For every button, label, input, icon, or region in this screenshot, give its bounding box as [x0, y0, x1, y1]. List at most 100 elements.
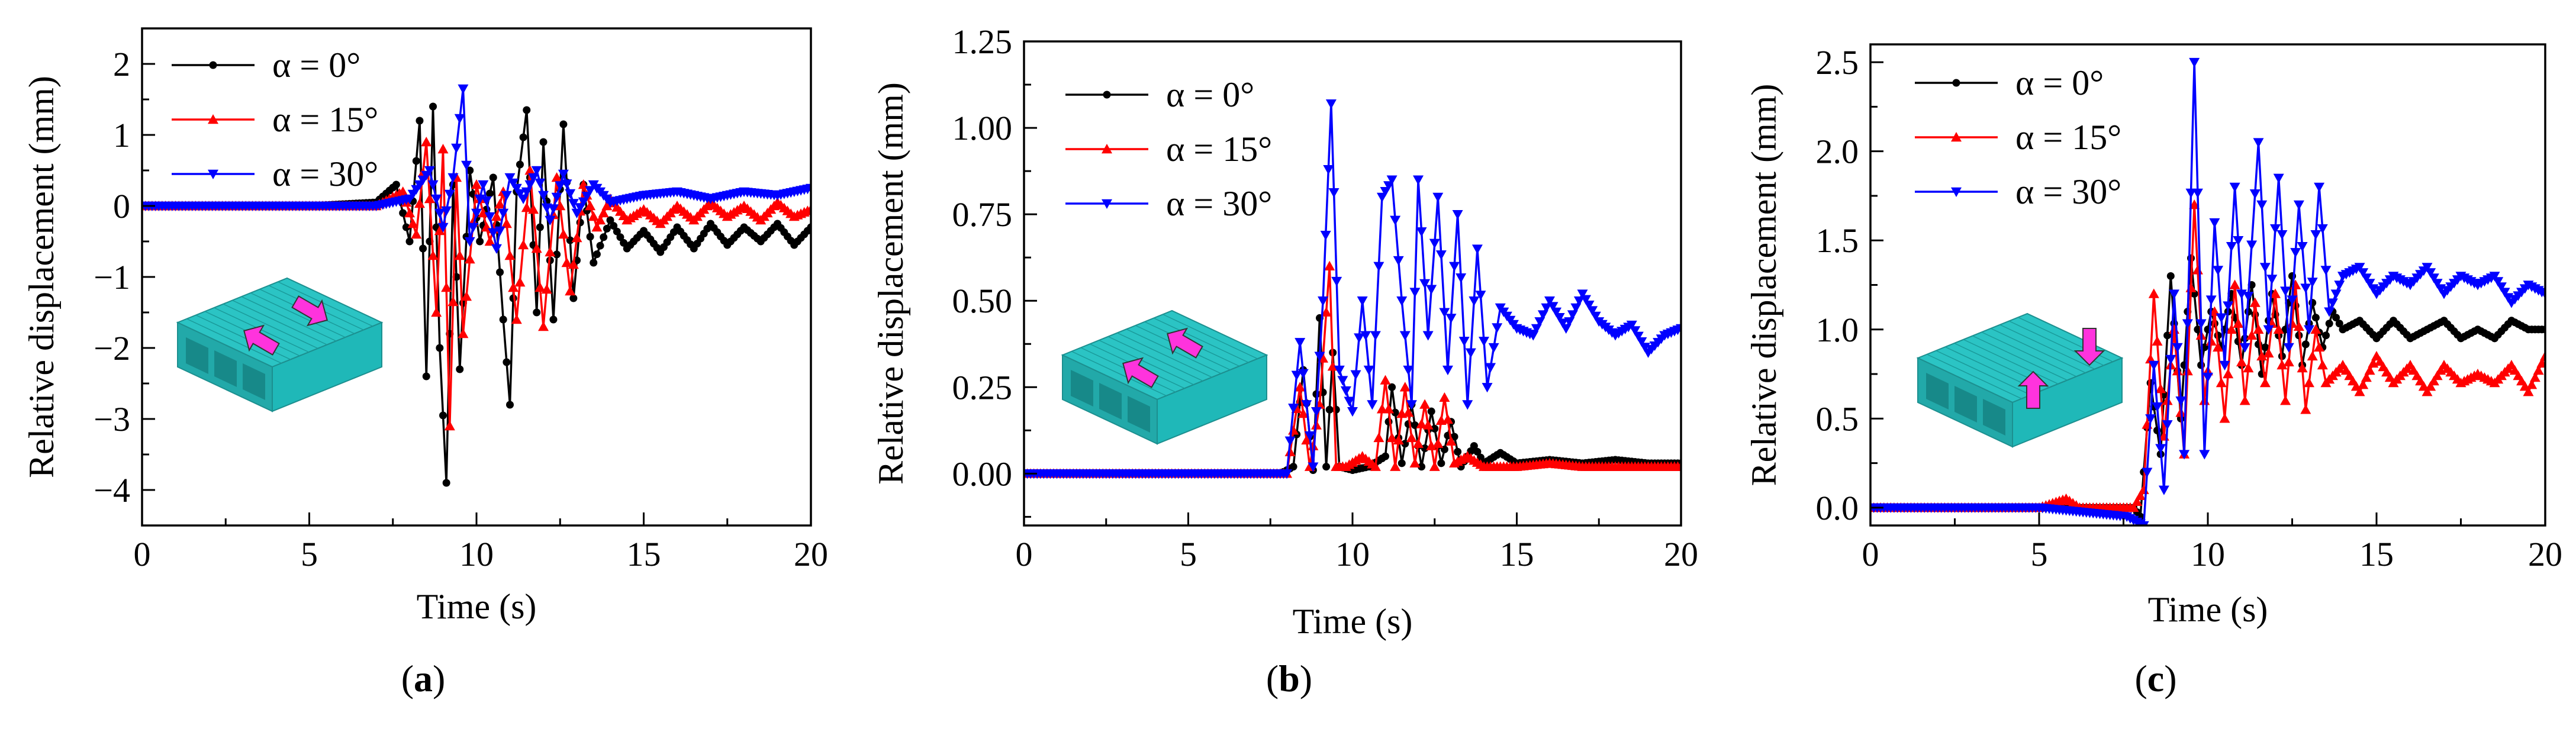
x-tick-label: 0 — [1862, 535, 1879, 573]
data-point-a-0 — [536, 223, 544, 231]
data-point-c-1 — [2273, 324, 2284, 334]
y-tick-label: 2.5 — [1816, 43, 1859, 82]
data-point-b-2 — [1449, 262, 1460, 272]
x-tick-label: 5 — [301, 535, 318, 573]
y-tick-label: −1 — [94, 258, 130, 296]
data-point-a-1 — [461, 291, 472, 301]
data-point-a-0 — [412, 157, 420, 165]
data-point-c-0 — [2311, 314, 2320, 322]
data-point-b-2 — [1373, 262, 1384, 272]
legend-marker — [1952, 79, 1960, 87]
data-point-c-2 — [2300, 283, 2311, 294]
y-tick-label: 1 — [113, 116, 130, 154]
data-point-a-0 — [392, 180, 400, 189]
data-point-c-2 — [2223, 301, 2234, 311]
data-point-a-0 — [593, 250, 601, 259]
x-tick-label: 15 — [1500, 535, 1534, 573]
data-point-a-2 — [431, 194, 442, 204]
bridge-model-icon — [1061, 309, 1268, 445]
data-point-a-2 — [481, 196, 492, 206]
data-point-b-1 — [1439, 392, 1450, 402]
data-point-a-1 — [424, 194, 435, 204]
data-point-b-1 — [1393, 434, 1404, 445]
plot-frame — [1023, 40, 1682, 527]
data-point-a-1 — [601, 201, 613, 211]
data-point-b-1 — [1429, 461, 1440, 471]
data-point-c-1 — [2219, 413, 2230, 423]
data-point-b-2 — [1528, 331, 1539, 341]
data-point-c-1 — [2182, 366, 2193, 376]
x-tick-label: 5 — [1180, 535, 1197, 573]
data-point-b-2 — [1590, 311, 1601, 321]
data-point-b-1 — [1445, 436, 1457, 446]
y-tick-label: 0.25 — [952, 368, 1013, 407]
data-point-c-2 — [2330, 289, 2342, 299]
data-point-a-1 — [437, 144, 449, 154]
data-point-c-2 — [2425, 268, 2436, 278]
data-point-a-0 — [539, 138, 548, 146]
data-point-a-1 — [558, 229, 569, 239]
data-point-c-2 — [2361, 273, 2372, 283]
data-point-a-0 — [596, 241, 604, 250]
data-point-c-1 — [2428, 376, 2439, 386]
data-point-a-2 — [508, 178, 519, 188]
data-point-b-2 — [1295, 338, 1306, 348]
data-point-a-0 — [442, 479, 450, 487]
data-point-b-1 — [1413, 438, 1424, 448]
data-point-a-0 — [499, 315, 507, 324]
data-point-b-1 — [1406, 432, 1417, 443]
data-point-c-2 — [2175, 396, 2187, 407]
data-point-a-0 — [405, 237, 414, 246]
data-point-a-0 — [503, 358, 511, 366]
data-point-c-2 — [2334, 280, 2345, 291]
data-point-b-1 — [1383, 404, 1395, 414]
data-point-b-1 — [1432, 438, 1444, 448]
data-point-c-2 — [2273, 173, 2284, 183]
data-point-c-1 — [2253, 324, 2264, 334]
data-point-a-2 — [424, 166, 435, 176]
data-point-c-2 — [2152, 402, 2163, 412]
data-point-a-0 — [533, 308, 541, 317]
data-point-a-1 — [591, 222, 603, 232]
data-point-c-1 — [2233, 318, 2244, 328]
data-point-c-1 — [2307, 350, 2318, 361]
data-point-c-2 — [2192, 188, 2203, 198]
y-tick-label: 0.50 — [952, 282, 1013, 320]
caption-c-open: ( — [2134, 657, 2147, 699]
data-point-b-2 — [1363, 365, 1374, 376]
legend-entry: α = 15° — [272, 100, 378, 139]
data-point-a-0 — [506, 401, 514, 409]
data-point-b-2 — [1534, 317, 1545, 327]
data-point-a-1 — [541, 284, 552, 294]
data-point-a-1 — [514, 277, 526, 287]
y-tick-label: −2 — [94, 329, 130, 367]
data-point-c-1 — [2155, 383, 2166, 394]
data-point-a-2 — [538, 191, 549, 201]
data-point-c-2 — [2432, 279, 2443, 289]
data-point-c-1 — [2310, 324, 2321, 334]
data-point-b-1 — [1399, 382, 1411, 392]
x-axis-label: Time (s) — [2148, 590, 2268, 629]
caption-b: (b) — [1266, 657, 1312, 701]
data-point-c-2 — [2310, 230, 2321, 240]
data-point-a-0 — [620, 238, 628, 247]
legend-entry: α = 0° — [2015, 63, 2104, 102]
data-point-a-2 — [551, 192, 562, 202]
data-point-a-1 — [441, 282, 452, 292]
data-point-c-1 — [2226, 324, 2237, 334]
data-point-c-2 — [2229, 182, 2240, 192]
data-point-c-2 — [2263, 325, 2274, 335]
data-point-c-1 — [2533, 365, 2544, 375]
data-point-a-2 — [534, 178, 546, 188]
caption-b-open: ( — [1266, 657, 1279, 699]
series-markers-b-2 — [1024, 99, 1681, 479]
data-point-c-1 — [2317, 360, 2328, 370]
y-tick-label: 1.0 — [1816, 311, 1859, 349]
data-point-b-0 — [1470, 442, 1478, 450]
y-axis-label: Relative displacement (mm) — [1744, 84, 1783, 486]
caption-a-close: ) — [433, 657, 446, 699]
data-point-b-2 — [1331, 276, 1342, 287]
data-point-b-2 — [1471, 244, 1483, 254]
data-point-c-2 — [2246, 240, 2258, 250]
data-point-b-0 — [1418, 463, 1426, 471]
